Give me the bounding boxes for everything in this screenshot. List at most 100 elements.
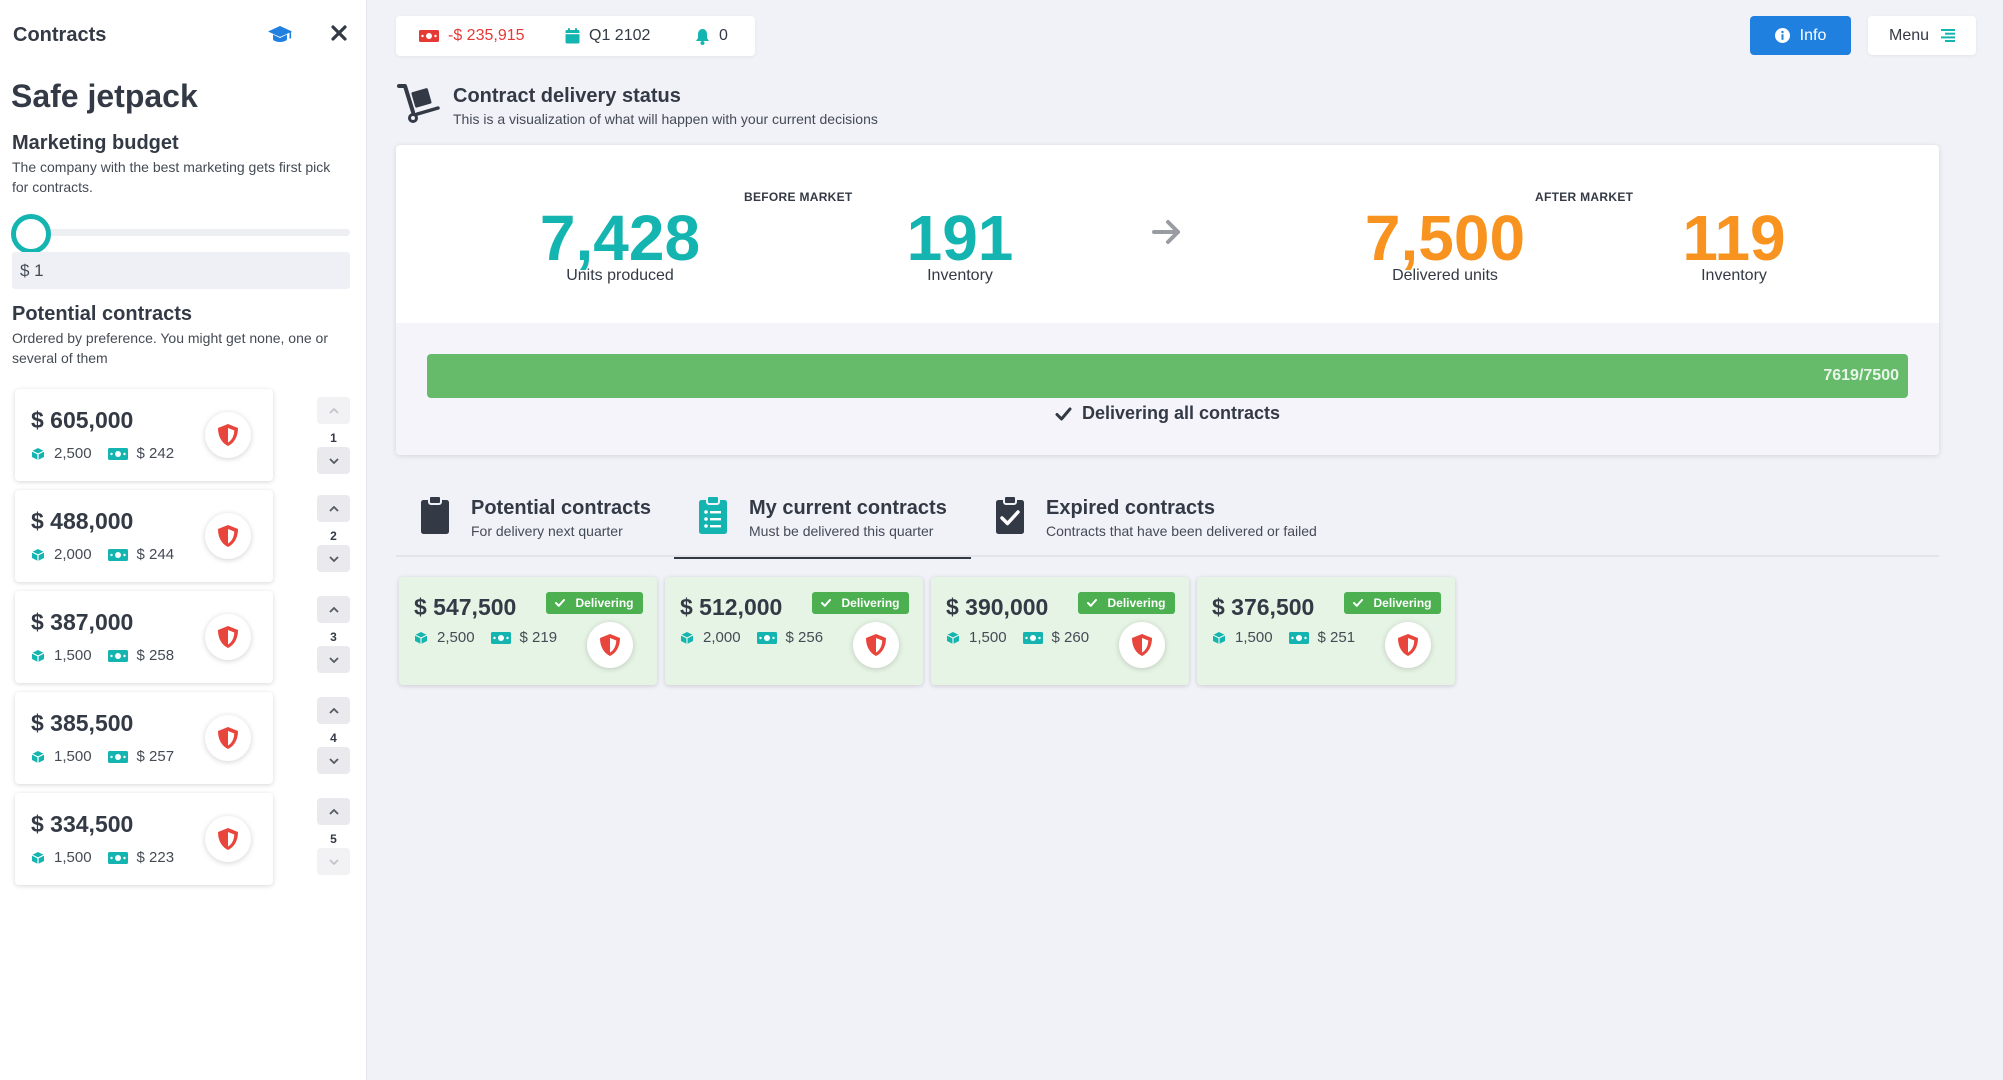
marketing-budget-title: Marketing budget: [12, 132, 179, 154]
sidebar: Contracts Safe jetpack Marketing budget …: [0, 0, 367, 1080]
contract-meta: 2,500 $ 219: [414, 629, 573, 646]
units-produced-label: Units produced: [566, 267, 674, 284]
chevron-up-icon: [328, 505, 339, 512]
chevron-down-icon: [328, 858, 339, 865]
current-contract-card[interactable]: $ 512,000 Delivering 2,000 $ 256: [665, 577, 923, 685]
info-button-label: Info: [1799, 26, 1827, 44]
notifications-status[interactable]: 0: [695, 16, 728, 56]
move-down-button[interactable]: [317, 646, 350, 673]
cube-icon: [680, 631, 694, 645]
move-up-button[interactable]: [317, 697, 350, 724]
close-icon[interactable]: [331, 25, 347, 41]
info-icon: [1774, 28, 1790, 43]
contract-price: $ 488,000: [31, 508, 134, 534]
quarter-value: Q1 2102: [589, 27, 651, 44]
contract-price: $ 547,500: [414, 594, 517, 620]
contract-unit-price: $ 256: [785, 629, 824, 646]
contract-price: $ 385,500: [31, 710, 134, 736]
shield-icon[interactable]: [1385, 622, 1431, 668]
marketing-budget-input[interactable]: $ 1: [12, 252, 350, 289]
potential-contract-card[interactable]: $ 334,500 1,500 $ 223: [15, 793, 273, 885]
money-icon: [756, 631, 777, 644]
money-icon: [490, 631, 511, 644]
potential-contract-card[interactable]: $ 387,000 1,500 $ 258: [15, 591, 273, 683]
chevron-down-icon: [328, 757, 339, 764]
info-button[interactable]: Info: [1750, 16, 1851, 55]
current-contract-card[interactable]: $ 390,000 Delivering 1,500 $ 260: [931, 577, 1189, 685]
shield-icon[interactable]: [205, 715, 251, 761]
move-down-button[interactable]: [317, 848, 350, 875]
move-down-button[interactable]: [317, 545, 350, 572]
hand-truck-icon: [396, 80, 442, 126]
tab-my-current-contracts[interactable]: My current contracts Must be delivered t…: [674, 489, 971, 559]
shield-icon[interactable]: [205, 513, 251, 559]
arrow-right-icon: [1152, 219, 1182, 245]
contract-price: $ 387,000: [31, 609, 134, 635]
quarter-status[interactable]: Q1 2102: [565, 16, 650, 56]
delivery-progress-text: 7619/7500: [1823, 367, 1899, 384]
potential-contract-card[interactable]: $ 605,000 2,500 $ 242: [15, 389, 273, 481]
contract-price: $ 605,000: [31, 407, 134, 433]
order-number: 1: [330, 431, 337, 445]
chevron-up-icon: [328, 407, 339, 414]
shield-icon[interactable]: [205, 816, 251, 862]
contract-unit-price: $ 258: [136, 647, 175, 664]
cash-status[interactable]: -$ 235,915: [419, 16, 525, 56]
marketing-budget-slider[interactable]: [16, 229, 350, 236]
tab-potential-contracts[interactable]: Potential contracts For delivery next qu…: [396, 489, 673, 557]
delivery-message-text: Delivering all contracts: [1081, 403, 1281, 423]
tab-expired-contracts[interactable]: Expired contracts Contracts that have be…: [971, 489, 1371, 557]
current-contract-card[interactable]: $ 547,500 Delivering 2,500 $ 219: [399, 577, 657, 685]
delivery-progress-bar: 7619/7500: [427, 354, 1908, 398]
sidebar-title: Contracts: [13, 24, 107, 46]
menu-button[interactable]: Menu: [1868, 16, 1976, 55]
sidebar-header: Contracts: [13, 22, 353, 48]
product-name: Safe jetpack: [11, 78, 198, 114]
contract-units: 2,500: [437, 629, 475, 646]
checkmark-icon: [1087, 599, 1098, 607]
move-up-button[interactable]: [317, 596, 350, 623]
contract-meta: 1,500 $ 260: [946, 629, 1105, 646]
current-contract-card[interactable]: $ 376,500 Delivering 1,500 $ 251: [1197, 577, 1455, 685]
shield-icon[interactable]: [205, 614, 251, 660]
bell-icon: [695, 28, 710, 45]
move-up-button[interactable]: [317, 798, 350, 825]
contract-unit-price: $ 260: [1051, 629, 1090, 646]
money-icon: [107, 851, 128, 864]
cash-value: -$ 235,915: [448, 27, 525, 44]
shield-icon[interactable]: [587, 622, 633, 668]
contract-unit-price: $ 257: [136, 748, 175, 765]
status-badge: Delivering: [1078, 592, 1175, 614]
checkmark-icon: [1055, 407, 1072, 421]
cube-icon: [414, 631, 428, 645]
contract-unit-price: $ 223: [136, 849, 175, 866]
potential-contract-card[interactable]: $ 488,000 2,000 $ 244: [15, 490, 273, 582]
potential-contracts-description: Ordered by preference. You might get non…: [12, 330, 328, 366]
contract-units: 1,500: [54, 849, 92, 866]
money-icon: [107, 447, 128, 460]
graduation-cap-icon[interactable]: [267, 24, 293, 44]
contract-units: 2,000: [54, 546, 92, 563]
move-down-button[interactable]: [317, 747, 350, 774]
status-badge: Delivering: [1344, 592, 1441, 614]
inventory-before-value: 191: [906, 202, 1014, 274]
inventory-before-label: Inventory: [927, 267, 993, 284]
move-down-button[interactable]: [317, 447, 350, 474]
move-up-button[interactable]: [317, 495, 350, 522]
delivered-units-block: Delivered units: [1345, 203, 1545, 285]
money-icon: [1288, 631, 1309, 644]
tab-subtitle: Must be delivered this quarter: [749, 523, 934, 539]
move-up-button[interactable]: [317, 397, 350, 424]
delivery-status-title: Contract delivery status: [453, 85, 681, 107]
shield-icon[interactable]: [205, 412, 251, 458]
after-market-label: AFTER MARKET: [1535, 190, 1634, 204]
chevron-up-icon: [328, 808, 339, 815]
potential-contract-card[interactable]: $ 385,500 1,500 $ 257: [15, 692, 273, 784]
shield-icon[interactable]: [853, 622, 899, 668]
tab-title: My current contracts: [749, 497, 947, 519]
cube-icon: [31, 548, 45, 562]
marketing-budget-slider-handle[interactable]: [11, 214, 51, 254]
marketing-budget-description: The company with the best marketing gets…: [12, 159, 331, 195]
shield-icon[interactable]: [1119, 622, 1165, 668]
order-number: 4: [330, 731, 337, 745]
